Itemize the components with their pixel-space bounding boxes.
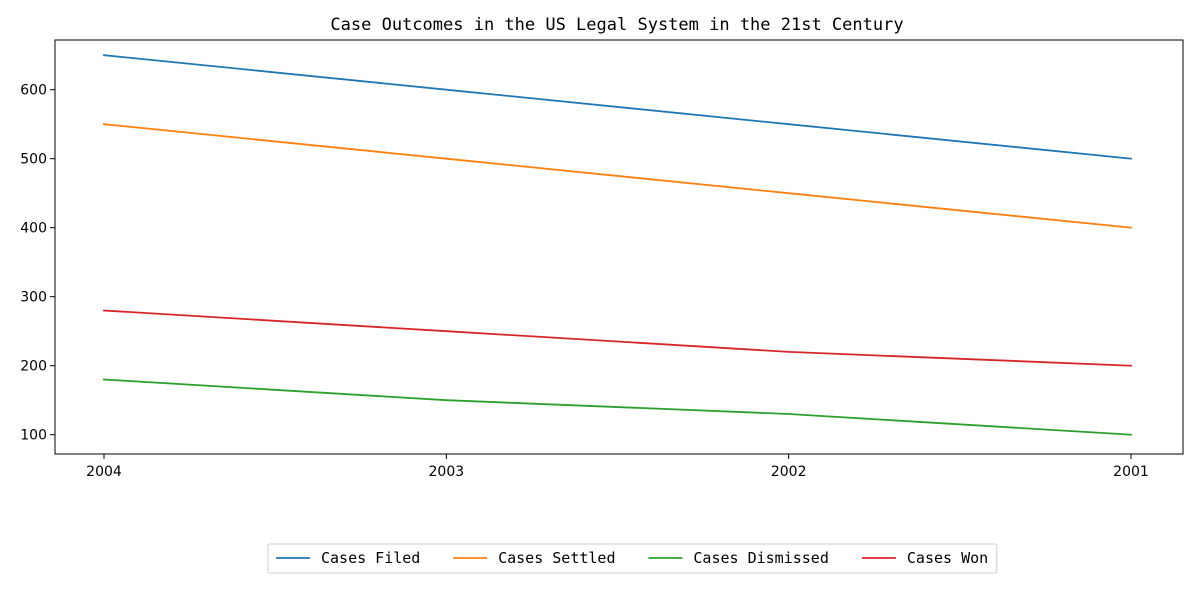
x-tick-label: 2002 [771,464,807,480]
legend-label-cases-won: Cases Won [907,549,988,567]
series-line-cases-settled [103,123,1132,229]
y-tick-label: 500 [20,152,47,168]
chart-title: Case Outcomes in the US Legal System in … [330,15,903,35]
y-tick-label: 600 [20,83,47,99]
series-line-cases-dismissed [103,378,1132,436]
legend-label-cases-settled: Cases Settled [498,549,615,567]
legend-label-cases-filed: Cases Filed [321,549,420,567]
y-axis: 100 200 300 400 500 600 [20,83,55,444]
y-tick-label: 200 [20,359,47,375]
y-tick-label: 300 [20,290,47,306]
legend-box [267,543,998,574]
legend-label-cases-dismissed: Cases Dismissed [693,549,828,567]
x-tick-label: 2001 [1113,464,1149,480]
y-tick-label: 400 [20,221,47,237]
series-lines [103,54,1132,436]
y-tick-label: 100 [20,428,47,444]
x-tick-label: 2004 [86,464,122,480]
series-line-cases-filed [103,54,1132,160]
x-axis: 2004 2003 2002 2001 [86,454,1149,480]
series-line-cases-won [103,309,1132,367]
legend: Cases Filed Cases Settled Cases Dismissed C… [267,543,998,574]
plot-frame [54,39,1184,455]
x-tick-label: 2003 [429,464,465,480]
